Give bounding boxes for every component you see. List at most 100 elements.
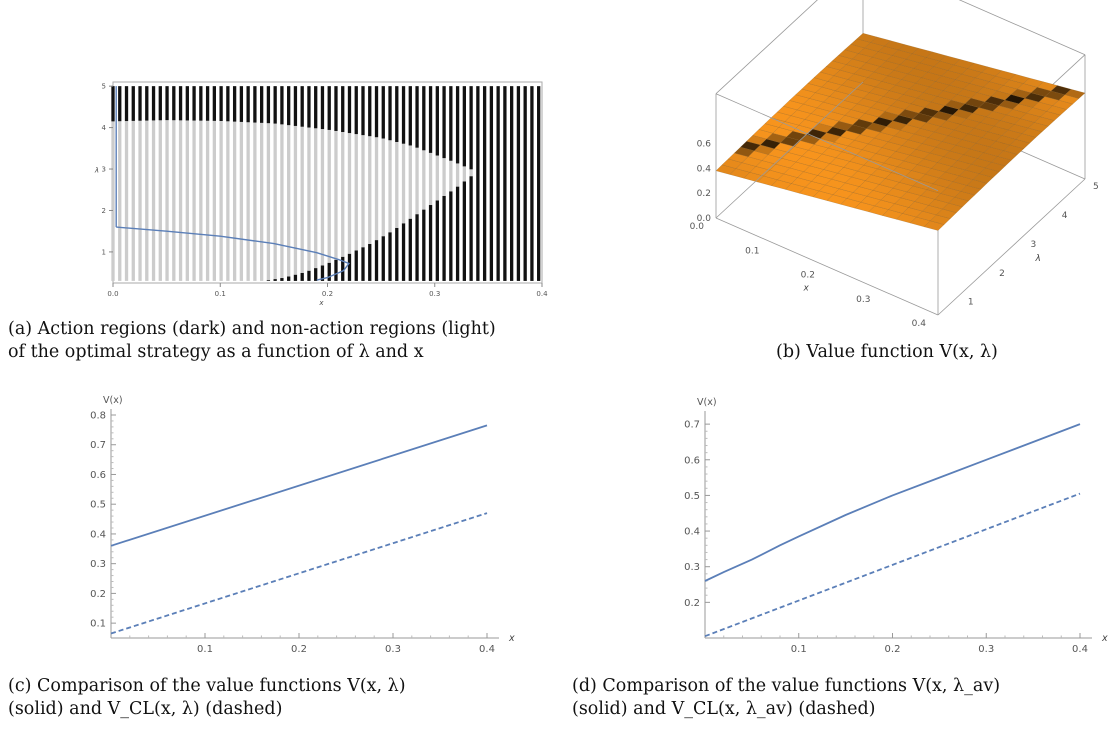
caption-d: (d) Comparison of the value functions V(…: [572, 675, 1000, 721]
non-action-stripe: [111, 121, 115, 281]
action-stripe: [232, 86, 237, 122]
x-tick-label: 0.4: [536, 290, 548, 298]
action-stripe: [151, 86, 156, 121]
series-dashed-line: [704, 492, 1081, 638]
y-tick-label: 0.2: [684, 598, 700, 609]
non-action-stripe: [408, 145, 412, 219]
y-tick-label: 0.3: [90, 559, 106, 570]
non-action-stripe: [172, 120, 176, 281]
box-edge: [715, 93, 939, 192]
action-stripe: [455, 186, 460, 281]
action-stripe: [138, 86, 142, 121]
caption-a-line1: (a) Action regions (dark) and non-action…: [8, 319, 496, 339]
y-tick-label: 0.1: [90, 619, 106, 630]
non-action-stripe: [145, 120, 149, 281]
action-stripe: [280, 86, 284, 125]
action-stripe: [341, 86, 345, 133]
non-action-stripe: [199, 120, 203, 281]
action-stripe: [354, 86, 358, 135]
action-stripe: [368, 86, 372, 137]
x-tick-label: 0.3: [978, 644, 994, 655]
panel-d: 0.2 0.3 0.4 0.5 0.6 0.7 0.1 0.2 0.3 0.4 V(x) x (d) …: [560, 385, 1118, 729]
non-action-stripe: [151, 120, 156, 281]
x-tick-label: 0.4: [479, 644, 495, 655]
non-action-stripe: [246, 122, 250, 281]
non-action-stripe: [341, 132, 345, 257]
action-stripe: [354, 250, 358, 281]
y-tick-label: 5: [102, 83, 106, 91]
non-action-stripe: [232, 121, 237, 281]
y-tick-label: 0.4: [684, 527, 700, 538]
box-edge: [715, 81, 864, 219]
boundary-curve: [116, 226, 351, 281]
non-action-stripe: [395, 141, 399, 228]
y-tick-label: 0.7: [684, 420, 700, 431]
x-tick-label: 0.4: [912, 319, 927, 329]
series-dashed-line: [110, 512, 488, 635]
action-stripe: [320, 265, 325, 281]
non-action-stripe: [381, 138, 385, 237]
y-tick-label: 5: [1093, 182, 1099, 192]
y-tick-label: 0.8: [90, 411, 106, 422]
action-stripe: [334, 86, 338, 131]
action-stripe: [415, 86, 419, 148]
chart-a-action-regions: 0.0 0.1 0.2 0.3 0.4 1 2 3 4 5 x λ: [94, 81, 548, 307]
action-stripe: [422, 86, 426, 151]
action-stripe: [273, 86, 277, 124]
action-stripe: [401, 223, 406, 281]
action-stripe: [361, 247, 365, 281]
x-axis-label: x: [802, 283, 809, 293]
y-tick-label: 0.2: [90, 589, 106, 600]
y-tick-label: 2: [102, 207, 106, 215]
action-stripe: [428, 86, 433, 153]
y-axis-label: λ: [1035, 254, 1041, 264]
panel-c: 0.1 0.2 0.3 0.4 0.5 0.6 0.7 0.8 0.1 0.2 0.3 0.4 V(x)…: [0, 385, 560, 729]
non-action-stripe: [165, 120, 169, 281]
x-tick-label: 0.2: [885, 644, 901, 655]
non-action-stripe: [374, 137, 379, 241]
non-action-stripe: [192, 120, 196, 281]
action-stripe: [178, 86, 183, 121]
action-stripe: [300, 272, 304, 281]
box-front: [715, 81, 939, 316]
z-tick-label: 0.4: [697, 164, 712, 174]
y-tick-label: 3: [1030, 240, 1036, 250]
action-stripe: [496, 86, 500, 281]
x-tick-label: 0.2: [291, 644, 307, 655]
action-stripe: [381, 236, 385, 281]
non-action-stripe: [442, 158, 446, 196]
x-tick-label: 0.3: [856, 295, 870, 305]
action-stripe: [401, 86, 406, 144]
action-stripe: [192, 86, 196, 121]
action-stripe: [449, 86, 453, 161]
action-stripe: [287, 276, 291, 281]
action-stripe: [145, 86, 149, 121]
x-axis-label: x: [1101, 633, 1108, 644]
y-tick-label: 0.5: [684, 491, 700, 502]
action-stripe: [327, 262, 331, 281]
non-action-stripe: [388, 140, 392, 233]
action-stripe: [374, 240, 379, 281]
action-stripe: [422, 209, 426, 281]
box-edge: [715, 217, 939, 316]
non-action-stripe: [212, 120, 217, 281]
action-stripe: [293, 274, 298, 281]
action-stripe: [388, 86, 392, 141]
action-stripe: [489, 86, 494, 281]
action-stripe: [253, 86, 257, 123]
x-axis-label: x: [318, 299, 324, 307]
action-stripe: [462, 181, 467, 281]
action-stripe: [327, 86, 331, 130]
non-action-stripe: [449, 160, 453, 192]
non-action-stripe: [259, 122, 264, 281]
y-tick-label: 0.3: [684, 562, 700, 573]
action-stripe: [259, 86, 264, 123]
action-stripe: [469, 176, 473, 281]
non-action-stripe: [327, 129, 331, 263]
action-stripe: [205, 86, 210, 121]
z-tick-label: 0.6: [697, 139, 712, 149]
caption-d-line1: (d) Comparison of the value functions V(…: [572, 676, 1001, 696]
chart-c-comparison: 0.1 0.2 0.3 0.4 0.5 0.6 0.7 0.8 0.1 0.2 0.3 0.4 V(x)…: [90, 395, 515, 655]
action-stripe: [111, 86, 115, 122]
non-action-stripe: [178, 120, 183, 281]
